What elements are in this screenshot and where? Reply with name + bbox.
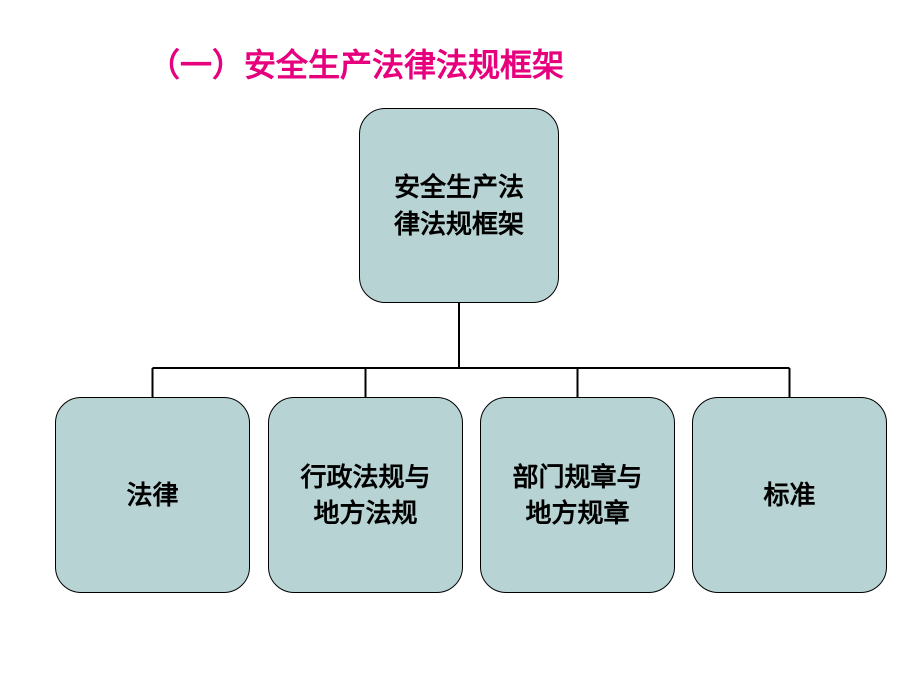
- leaf-label-line1: 部门规章与: [512, 462, 642, 492]
- root-label-line2: 律法规框架: [394, 209, 524, 239]
- chart-title: （一）安全生产法律法规框架: [148, 40, 564, 86]
- tree-leaf-node: 部门规章与 地方规章: [480, 397, 675, 593]
- leaf-label-line1: 标准: [763, 480, 815, 510]
- leaf-label-line2: 地方规章: [525, 498, 629, 528]
- tree-leaf-node: 法律: [55, 397, 250, 593]
- tree-leaf-node: 行政法规与 地方法规: [268, 397, 463, 593]
- leaf-label-line1: 行政法规与: [300, 462, 430, 492]
- leaf-label-line1: 法律: [126, 480, 178, 510]
- tree-root-node: 安全生产法 律法规框架: [359, 108, 559, 303]
- leaf-label-line2: 地方法规: [313, 498, 417, 528]
- tree-leaf-node: 标准: [692, 397, 887, 593]
- root-label-line1: 安全生产法: [394, 172, 524, 202]
